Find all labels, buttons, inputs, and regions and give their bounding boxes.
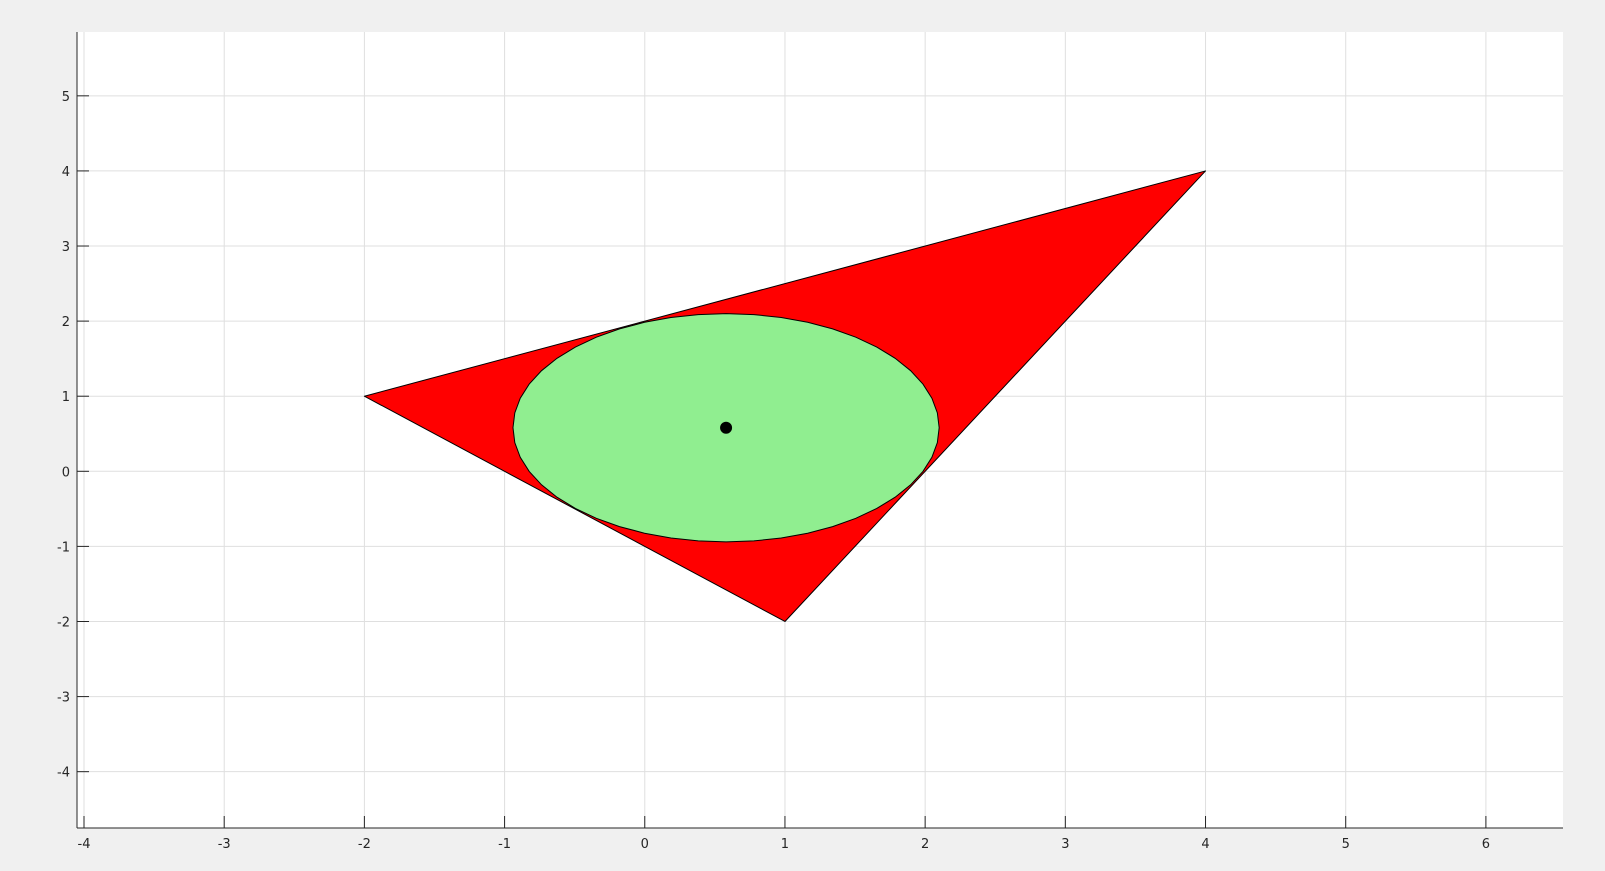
- x-tick-label: 6: [1482, 837, 1490, 852]
- x-tick-label: 1: [781, 837, 789, 852]
- x-tick-label: -4: [78, 837, 91, 852]
- x-tick-label: 2: [921, 837, 929, 852]
- x-tick-label: 3: [1061, 837, 1069, 852]
- axes: -4 -3 -2 -1 0 1 2 3 4 5 6 -4 -3 -2 -1 0 1 2 3 4 5: [57, 32, 1563, 852]
- y-tick-label: 2: [62, 315, 70, 330]
- x-tick-label: -1: [498, 837, 511, 852]
- y-tick-label: -2: [57, 615, 70, 630]
- x-tick-label: 5: [1342, 837, 1350, 852]
- y-tick-label: -1: [57, 540, 70, 555]
- y-tick-label: 0: [62, 465, 70, 480]
- y-tick-label: 1: [62, 390, 70, 405]
- x-tick-label: 0: [641, 837, 649, 852]
- y-tick-label: -3: [57, 691, 70, 706]
- y-tick-label: 5: [62, 90, 70, 105]
- x-tick-label: 4: [1201, 837, 1209, 852]
- data-layer: [363, 170, 1207, 622]
- y-tick-label: 4: [62, 165, 70, 180]
- center-point: [720, 421, 733, 434]
- y-tick-label: -4: [57, 766, 70, 781]
- x-tick-label: -2: [358, 837, 371, 852]
- y-tick-label: 3: [62, 240, 70, 255]
- x-tick-label: -3: [218, 837, 231, 852]
